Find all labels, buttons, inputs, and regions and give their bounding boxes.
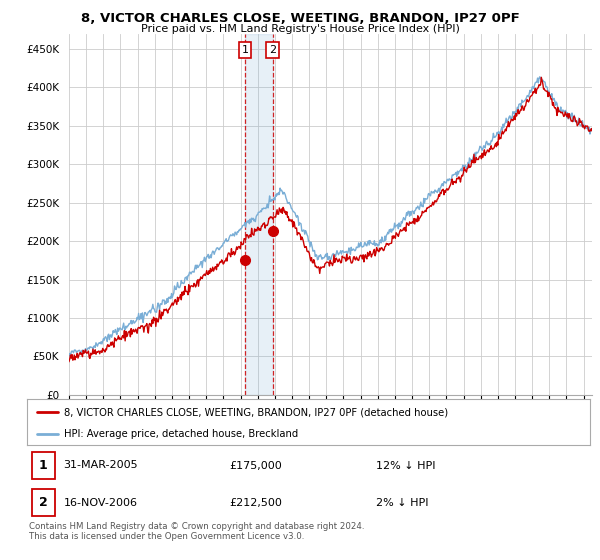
Text: 2: 2 [39, 496, 47, 509]
Text: 8, VICTOR CHARLES CLOSE, WEETING, BRANDON, IP27 0PF (detached house): 8, VICTOR CHARLES CLOSE, WEETING, BRANDO… [64, 407, 448, 417]
Text: Price paid vs. HM Land Registry's House Price Index (HPI): Price paid vs. HM Land Registry's House … [140, 24, 460, 34]
Text: 1: 1 [241, 45, 248, 55]
Text: 2: 2 [269, 45, 277, 55]
Text: £212,500: £212,500 [230, 498, 283, 507]
Text: 8, VICTOR CHARLES CLOSE, WEETING, BRANDON, IP27 0PF: 8, VICTOR CHARLES CLOSE, WEETING, BRANDO… [80, 12, 520, 25]
FancyBboxPatch shape [32, 452, 55, 479]
Text: 1: 1 [39, 459, 47, 472]
FancyBboxPatch shape [32, 489, 55, 516]
Text: 2% ↓ HPI: 2% ↓ HPI [376, 498, 428, 507]
Text: 16-NOV-2006: 16-NOV-2006 [64, 498, 137, 507]
Text: £175,000: £175,000 [230, 460, 283, 470]
Bar [245, 34, 273, 395]
Text: 12% ↓ HPI: 12% ↓ HPI [376, 460, 436, 470]
Text: 31-MAR-2005: 31-MAR-2005 [64, 460, 138, 470]
Text: Contains HM Land Registry data © Crown copyright and database right 2024.
This d: Contains HM Land Registry data © Crown c… [29, 522, 364, 542]
Text: HPI: Average price, detached house, Breckland: HPI: Average price, detached house, Brec… [64, 429, 298, 438]
